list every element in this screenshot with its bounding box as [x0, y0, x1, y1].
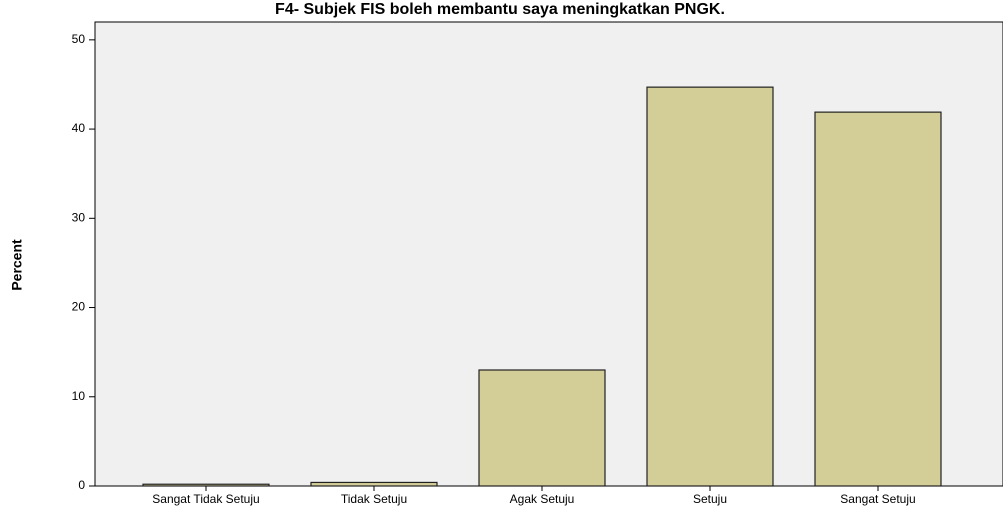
y-axis-label: Percent	[9, 239, 25, 291]
x-tick-label: Setuju	[693, 492, 727, 506]
bar	[814, 111, 942, 487]
y-tick-label: 10	[72, 389, 86, 403]
y-tick-label: 20	[72, 300, 86, 314]
y-tick-label: 30	[72, 210, 86, 224]
x-tick-label: Agak Setuju	[510, 492, 575, 506]
bar	[646, 86, 774, 487]
x-tick-label: Tidak Setuju	[341, 492, 407, 506]
x-tick-label: Sangat Setuju	[840, 492, 915, 506]
y-tick-label: 0	[78, 478, 85, 492]
bar	[142, 483, 270, 487]
y-tick-label: 40	[72, 121, 86, 135]
bar	[310, 481, 438, 487]
chart-title: F4- Subjek FIS boleh membantu saya menin…	[275, 1, 725, 18]
y-tick-label: 50	[72, 32, 86, 46]
bar	[478, 369, 606, 487]
x-tick-label: Sangat Tidak Setuju	[152, 492, 259, 506]
